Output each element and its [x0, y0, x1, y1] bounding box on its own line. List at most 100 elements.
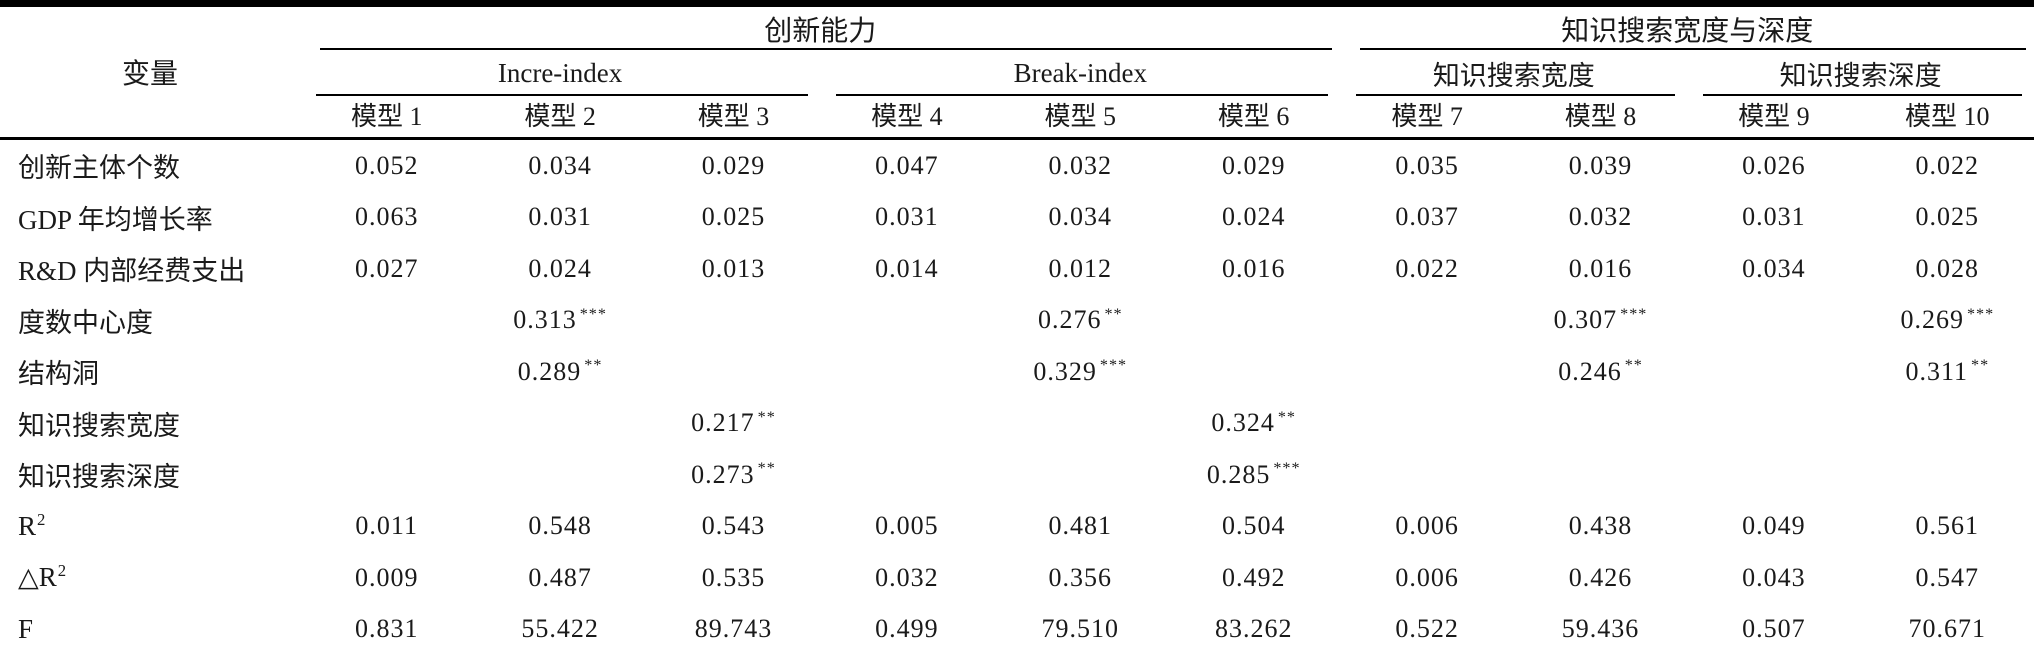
value-cell: 0.006 — [1395, 562, 1459, 592]
value-cell — [994, 398, 1167, 450]
value-cell: 0.032 — [1048, 150, 1112, 180]
model-header-row: 模型 1 模型 2 模型 3 模型 4 模型 5 模型 6 模型 7 模型 8 … — [0, 96, 2034, 140]
row-label: F — [18, 613, 34, 644]
table-row: GDP 年均增长率 0.063 0.031 0.025 0.031 0.034 0.024 0… — [0, 192, 2034, 244]
value-cell: 0.025 — [1915, 202, 1980, 232]
value-cell: 0.438 — [1568, 511, 1633, 541]
value-cell: 0.035 — [1395, 150, 1459, 180]
value-cell: 0.011 — [355, 511, 418, 541]
value-cell: 70.671 — [1908, 614, 1987, 644]
value-cell: 0.307 *** — [1553, 305, 1648, 335]
value-cell: 0.273 ** — [691, 459, 776, 489]
value-cell — [473, 449, 646, 501]
table-row: R&D 内部经费支出 0.027 0.024 0.013 0.014 0.012 0.016… — [0, 243, 2034, 295]
row-label: R2 — [18, 509, 46, 541]
value-cell — [1340, 295, 1513, 347]
value-cell — [300, 449, 473, 501]
row-label: GDP 年均增长率 — [18, 204, 213, 235]
value-cell: 79.510 — [1041, 614, 1119, 644]
model-header: 模型 3 — [646, 96, 821, 140]
subgroup-header-search-breadth: 知识搜索宽度 — [1340, 50, 1687, 96]
table-row: R2 0.011 0.548 0.543 0.005 0.481 0.504 0.006 0.4… — [0, 501, 2034, 553]
significance-stars: ** — [1104, 305, 1123, 323]
model-header: 模型 6 — [1166, 96, 1341, 140]
value-cell — [1687, 346, 1860, 398]
value-cell — [647, 295, 820, 347]
model-header: 模型 5 — [993, 96, 1167, 140]
value-cell: 89.743 — [694, 614, 773, 644]
row-label: 度数中心度 — [18, 307, 153, 338]
value-cell: 0.026 — [1742, 150, 1806, 180]
value-cell: 0.032 — [1568, 202, 1633, 232]
table-row: 知识搜索宽度 0.217 ** 0.324 ** — [0, 398, 2034, 450]
value-cell: 0.006 — [1395, 511, 1459, 541]
significance-stars: *** — [1966, 305, 1995, 323]
value-cell: 0.246 ** — [1558, 356, 1643, 386]
table-row: △R2 0.009 0.487 0.535 0.032 0.356 0.492 0.006 0.… — [0, 552, 2034, 604]
value-cell — [994, 449, 1167, 501]
value-cell: 0.037 — [1395, 202, 1459, 232]
value-cell: 0.324 ** — [1211, 408, 1296, 438]
value-cell: 0.547 — [1915, 562, 1980, 592]
variable-column-header: 变量 — [0, 3, 300, 140]
value-cell: 0.025 — [701, 202, 766, 232]
value-cell: 0.543 — [701, 511, 766, 541]
value-cell: 0.535 — [701, 562, 766, 592]
value-cell — [1514, 398, 1687, 450]
significance-stars: *** — [1273, 460, 1301, 478]
value-cell — [300, 346, 473, 398]
value-cell: 0.024 — [1221, 202, 1286, 232]
value-cell: 0.013 — [701, 253, 766, 283]
value-cell: 0.313 *** — [513, 305, 607, 335]
value-cell: 0.063 — [354, 202, 419, 232]
value-cell: 0.024 — [528, 253, 592, 283]
model-header: 模型 8 — [1513, 96, 1688, 140]
group-header-innovation-capability: 创新能力 — [300, 4, 1340, 51]
value-cell: 0.016 — [1568, 253, 1633, 283]
value-cell: 0.012 — [1048, 253, 1112, 283]
value-cell: 0.032 — [875, 562, 939, 592]
significance-stars: ** — [1624, 357, 1643, 375]
row-label: R&D 内部经费支出 — [18, 256, 246, 287]
value-cell: 0.522 — [1395, 614, 1459, 644]
table-row: 知识搜索深度 0.273 ** 0.285 *** — [0, 449, 2034, 501]
value-cell — [1687, 295, 1860, 347]
group-header-knowledge-search: 知识搜索宽度与深度 — [1340, 4, 2034, 51]
value-cell: 0.487 — [528, 562, 592, 592]
model-header: 模型 10 — [1860, 96, 2034, 140]
significance-stars: ** — [757, 408, 776, 426]
table-row: 创新主体个数 0.052 0.034 0.029 0.047 0.032 0.029 0.03… — [0, 139, 2034, 192]
value-cell: 0.426 — [1568, 562, 1633, 592]
significance-stars: ** — [584, 357, 603, 375]
value-cell — [1861, 449, 2034, 501]
value-cell: 0.022 — [1395, 253, 1459, 283]
value-cell: 0.285 *** — [1206, 459, 1301, 489]
subgroup-header-break-index: Break-index — [820, 50, 1340, 96]
value-cell: 0.029 — [1221, 150, 1286, 180]
value-cell: 0.276 ** — [1037, 305, 1123, 335]
value-cell — [300, 295, 473, 347]
value-cell: 0.289 ** — [517, 356, 603, 386]
value-cell: 0.039 — [1568, 150, 1633, 180]
value-cell — [820, 398, 993, 450]
value-cell — [473, 398, 646, 450]
value-cell: 0.031 — [528, 202, 592, 232]
value-cell: 0.043 — [1742, 562, 1806, 592]
value-cell — [820, 295, 993, 347]
value-cell — [820, 449, 993, 501]
value-cell: 0.311 ** — [1905, 356, 1990, 386]
model-header: 模型 2 — [473, 96, 647, 140]
value-cell: 0.504 — [1221, 511, 1286, 541]
table-row: 结构洞 0.289 ** 0.329 *** 0.246 ** 0.311 ** — [0, 346, 2034, 398]
value-cell: 0.005 — [875, 511, 939, 541]
value-cell: 0.047 — [875, 150, 939, 180]
row-label: 知识搜索宽度 — [18, 410, 180, 441]
value-cell: 0.031 — [1742, 202, 1806, 232]
value-cell — [1514, 449, 1687, 501]
value-cell: 0.052 — [354, 150, 419, 180]
value-cell: 0.481 — [1048, 511, 1112, 541]
value-cell: 0.356 — [1048, 562, 1112, 592]
row-label: △R2 — [18, 561, 67, 593]
subgroup-header-search-depth: 知识搜索深度 — [1687, 50, 2034, 96]
